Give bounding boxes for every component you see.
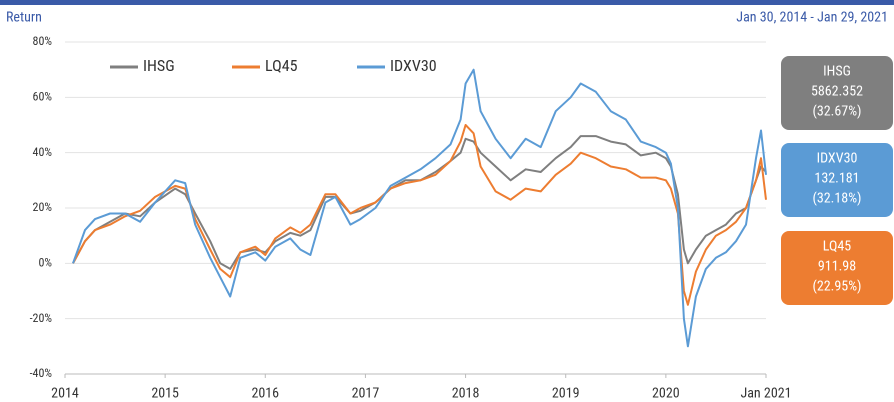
y-tick-label: -40% (30, 366, 53, 380)
chart-title: Return (6, 10, 42, 26)
panel-value: 132.181 (814, 171, 859, 187)
panel-name: LQ45 (823, 239, 852, 255)
x-tick-label: 2018 (452, 386, 480, 402)
panel-value: 911.98 (818, 259, 856, 275)
x-tick-label: 2019 (552, 386, 580, 402)
x-tick-label: Jan 2021 (740, 386, 791, 402)
y-tick-label: 40% (33, 145, 53, 159)
legend-label: IDXV30 (390, 56, 437, 75)
x-tick-label: 2016 (251, 386, 279, 402)
y-tick-label: -20% (30, 311, 53, 325)
y-tick-label: 80% (33, 34, 53, 48)
panel-change: (32.67%) (812, 104, 861, 120)
chart-subtitle: Jan 30, 2014 - Jan 29, 2021 (736, 10, 888, 26)
legend-label: LQ45 (265, 56, 298, 75)
series-line (72, 135, 767, 270)
panel-change: (22.95%) (812, 279, 861, 295)
series-line (72, 68, 767, 348)
x-tick-label: 2015 (151, 386, 179, 402)
top-bar (0, 0, 894, 5)
x-tick-label: 2014 (51, 386, 79, 402)
info-panel (781, 56, 893, 130)
series-line (72, 124, 767, 306)
panel-name: IDXV30 (817, 151, 858, 167)
legend-label: IHSG (143, 56, 175, 75)
y-tick-label: 20% (33, 200, 53, 214)
info-panel (781, 143, 893, 217)
panel-value: 5862.352 (811, 84, 863, 100)
panel-name: IHSG (823, 64, 851, 80)
info-panel (781, 231, 893, 305)
y-tick-label: 0% (38, 256, 52, 270)
x-tick-label: 2020 (652, 386, 680, 402)
panel-change: (32.18%) (812, 191, 861, 207)
x-tick-label: 2017 (352, 386, 380, 402)
y-tick-label: 60% (33, 90, 53, 104)
